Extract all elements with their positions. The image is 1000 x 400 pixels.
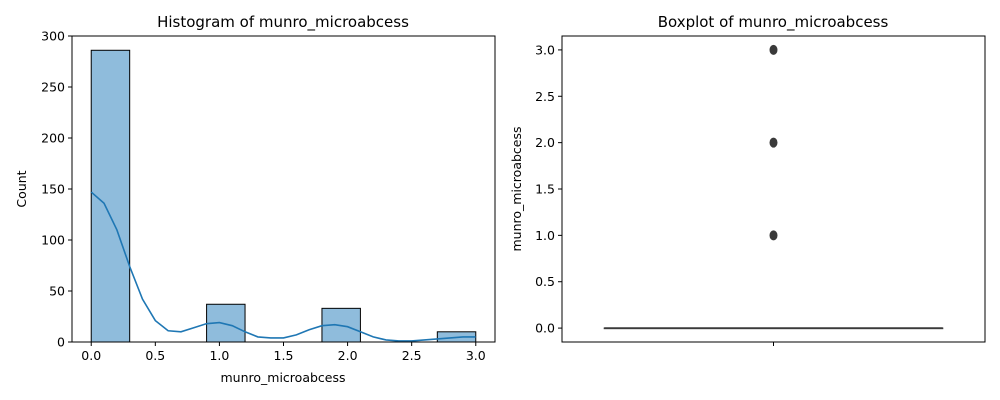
histogram-y-tick-label: 300 bbox=[41, 29, 65, 44]
histogram-y-tick-label: 250 bbox=[41, 80, 65, 95]
histogram-x-tick-label: 2.5 bbox=[402, 348, 422, 363]
histogram-x-ticks: 0.0 0.5 1.0 1.5 2.0 2.5 3.0 bbox=[81, 342, 486, 363]
histogram-bars bbox=[90, 49, 477, 343]
histogram-x-tick-label: 3.0 bbox=[466, 348, 486, 363]
histogram-bar-0 bbox=[90, 49, 131, 343]
kde-curve bbox=[90, 191, 476, 342]
boxplot-marks bbox=[603, 44, 944, 330]
histogram-y-tick-label: 150 bbox=[41, 182, 65, 197]
boxplot-y-tick-label: 2.5 bbox=[535, 89, 555, 104]
outlier-point-1 bbox=[769, 137, 778, 148]
histogram-x-tick-label: 1.5 bbox=[274, 348, 294, 363]
boxplot-y-tick-label: 1.0 bbox=[535, 228, 555, 243]
histogram-y-tick-label: 0 bbox=[57, 335, 65, 350]
outlier-point-0 bbox=[769, 230, 778, 241]
boxplot-y-tick-label: 3.0 bbox=[535, 42, 555, 57]
histogram-x-axis-label: munro_microabcess bbox=[221, 370, 346, 385]
boxplot-y-tick-label: 2.0 bbox=[535, 135, 555, 150]
histogram-x-tick-label: 0.0 bbox=[81, 348, 101, 363]
histogram-y-tick-label: 200 bbox=[41, 131, 65, 146]
histogram-x-tick-label: 0.5 bbox=[145, 348, 165, 363]
boxplot-y-axis-label: munro_microabcess bbox=[509, 127, 524, 252]
histogram-y-axis-label: Count bbox=[14, 170, 29, 207]
boxplot-y-tick-label: 0.0 bbox=[535, 321, 555, 336]
boxplot-panel: Boxplot of munro_microabcess 0.0 0.5 1.0 1.… bbox=[509, 13, 986, 346]
histogram-title: Histogram of munro_microabcess bbox=[157, 13, 409, 32]
histogram-x-tick-label: 2.0 bbox=[338, 348, 358, 363]
histogram-x-tick-label: 1.0 bbox=[209, 348, 229, 363]
boxplot-y-tick-label: 0.5 bbox=[535, 274, 555, 289]
boxplot-y-tick-label: 1.5 bbox=[535, 182, 555, 197]
histogram-panel: Histogram of munro_microabcess 0.0 0.5 1.0… bbox=[14, 13, 496, 385]
histogram-y-tick-label: 100 bbox=[41, 233, 65, 248]
outlier-point-2 bbox=[769, 44, 778, 55]
histogram-y-ticks: 0 50 100 150 200 250 300 bbox=[41, 29, 72, 350]
boxplot-y-ticks: 0.0 0.5 1.0 1.5 2.0 2.5 3.0 bbox=[535, 42, 562, 336]
histogram-y-tick-label: 50 bbox=[49, 284, 65, 299]
boxplot-title: Boxplot of munro_microabcess bbox=[658, 13, 889, 32]
